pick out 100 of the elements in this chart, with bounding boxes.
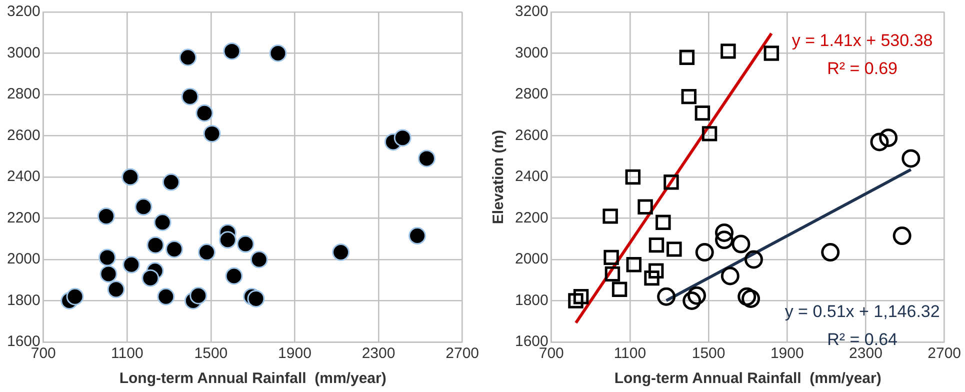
y-tick-label: 2600 xyxy=(6,126,40,144)
y-tick-label: 2400 xyxy=(514,168,548,186)
point xyxy=(638,199,653,215)
point xyxy=(679,50,695,65)
x-tick-label: 1900 xyxy=(770,345,804,362)
annotation: R² = 0.69 xyxy=(827,59,898,78)
point xyxy=(682,292,702,310)
y-tick-label: 2000 xyxy=(6,250,40,268)
point xyxy=(666,242,682,257)
annotation: y = 1.41x + 530.38 xyxy=(792,31,933,50)
point xyxy=(408,227,426,245)
y-tick-label: 2800 xyxy=(6,86,40,103)
y-tick-label: 2400 xyxy=(6,168,40,186)
y-tick-label: 1800 xyxy=(514,292,548,309)
point xyxy=(269,44,287,62)
point xyxy=(612,282,628,298)
point xyxy=(196,104,214,122)
point xyxy=(122,256,140,274)
y-tick-label: 1800 xyxy=(6,292,40,309)
point xyxy=(203,124,221,142)
point xyxy=(97,207,115,225)
point xyxy=(604,250,619,266)
x-tick-label: 1900 xyxy=(278,345,312,362)
y-tick-label: 3000 xyxy=(6,44,40,62)
point xyxy=(134,198,152,216)
x-tick-label: 2700 xyxy=(446,345,480,362)
point xyxy=(870,132,889,152)
point xyxy=(732,234,750,254)
point xyxy=(394,129,412,147)
x-tick-label: 2300 xyxy=(362,345,396,362)
point xyxy=(744,250,763,269)
y-tick-label: 3000 xyxy=(514,44,548,62)
point xyxy=(720,266,740,286)
point xyxy=(902,149,920,168)
x-axis-title: Long-term Annual Rainfall (mm/year) xyxy=(614,370,882,388)
y-tick-label: 2000 xyxy=(514,250,548,268)
point xyxy=(225,267,243,285)
point xyxy=(418,150,436,168)
point xyxy=(107,280,125,298)
point xyxy=(648,237,664,253)
point xyxy=(648,263,664,278)
point xyxy=(688,286,706,305)
point xyxy=(626,257,642,272)
point xyxy=(664,174,679,190)
annotation: y = 0.51x + 1,146.32 xyxy=(784,302,940,322)
point xyxy=(166,240,184,258)
point xyxy=(568,293,584,308)
y-tick-label: 3200 xyxy=(514,3,548,20)
point xyxy=(162,173,180,191)
point xyxy=(332,244,350,262)
point xyxy=(154,214,172,232)
point xyxy=(100,265,118,283)
point xyxy=(715,230,734,250)
point xyxy=(720,44,736,59)
point xyxy=(250,250,268,268)
point xyxy=(573,289,589,304)
point xyxy=(190,286,208,304)
x-axis-title: Long-term Annual Rainfall (mm/year) xyxy=(119,370,386,388)
point xyxy=(218,231,236,249)
point xyxy=(179,48,197,66)
x-tick-label: 1500 xyxy=(692,345,726,362)
x-tick-label: 1100 xyxy=(614,345,646,362)
point xyxy=(247,290,265,308)
point xyxy=(625,169,641,185)
y-tick-label: 2800 xyxy=(514,86,548,103)
point xyxy=(604,266,620,282)
point xyxy=(644,270,660,286)
x-tick-label: 1100 xyxy=(111,345,144,362)
point xyxy=(892,226,912,246)
point xyxy=(681,88,697,104)
x-tick-label: 2300 xyxy=(849,345,882,362)
y-tick-label: 2200 xyxy=(514,209,548,226)
point xyxy=(715,223,734,242)
point xyxy=(157,288,175,306)
y-tick-label: 2600 xyxy=(514,126,548,144)
point xyxy=(821,243,840,262)
point xyxy=(694,105,710,121)
x-tick-label: 2700 xyxy=(928,345,962,362)
point xyxy=(236,235,254,253)
point xyxy=(738,287,756,306)
point xyxy=(695,243,714,262)
point xyxy=(198,244,216,262)
point xyxy=(602,208,618,224)
y-tick-label: 3200 xyxy=(6,3,40,20)
point xyxy=(66,288,84,306)
point xyxy=(879,128,898,148)
point xyxy=(181,88,199,106)
point xyxy=(122,168,140,186)
y-tick-label: 2200 xyxy=(6,209,40,226)
point xyxy=(223,42,241,60)
point xyxy=(142,269,160,287)
point xyxy=(702,126,718,142)
point xyxy=(742,289,760,308)
y-axis-title: Elevation (m) xyxy=(490,130,508,224)
point xyxy=(764,46,780,61)
x-tick-label: 1500 xyxy=(194,345,228,362)
point xyxy=(656,214,671,230)
point xyxy=(146,236,164,254)
point xyxy=(657,287,676,306)
point xyxy=(98,248,116,266)
